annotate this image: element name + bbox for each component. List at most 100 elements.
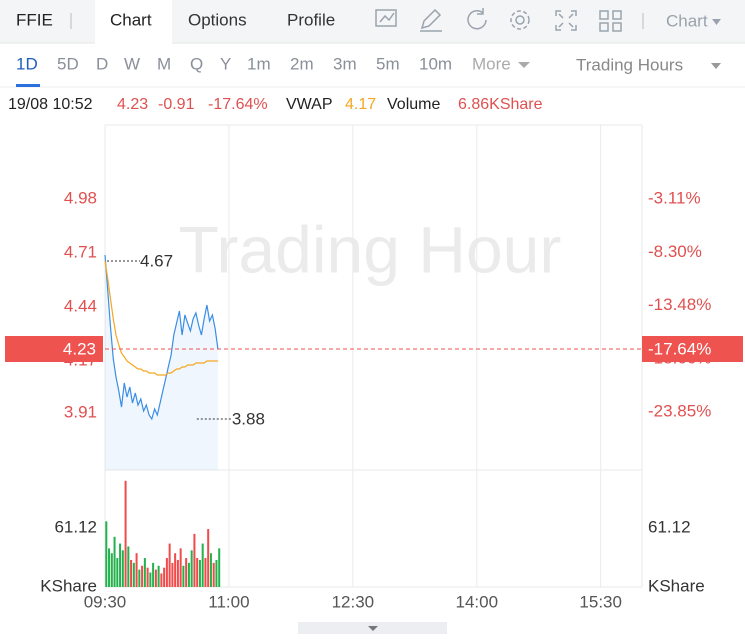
period[interactable]: M (157, 54, 171, 73)
price-line (104, 254, 219, 421)
period[interactable]: Y (220, 54, 231, 73)
volume-tick-label: KShare (40, 576, 97, 595)
current-pct-label: -17.64% (648, 339, 711, 358)
tab[interactable]: Chart (110, 10, 152, 29)
period[interactable]: W (124, 54, 140, 73)
quote-change-pct: -17.64% (208, 96, 268, 113)
quote-row: 19/08 10:52 4.23 -0.91 -17.64% VWAP 4.17 Volum… (8, 96, 543, 113)
volume-bar (141, 565, 144, 587)
volume-tick-label: KShare (648, 576, 705, 595)
icon-refresh[interactable] (467, 8, 487, 30)
y-tick-label: 4.71 (64, 242, 97, 261)
volume-bar (209, 553, 212, 587)
volume-bar (135, 553, 138, 587)
volume-bar (212, 562, 215, 587)
period-underline (16, 84, 40, 87)
icon-indicator[interactable] (375, 9, 397, 27)
period[interactable]: 5D (57, 54, 79, 73)
y-tick-label: 4.98 (64, 188, 97, 207)
period[interactable]: 3m (333, 54, 357, 73)
more-button[interactable]: More (472, 54, 511, 73)
current-price-label: 4.23 (63, 339, 96, 358)
volume-tick-label: 61.12 (54, 517, 97, 536)
period[interactable]: 2m (290, 54, 314, 73)
volume-tick-label: 61.12 (648, 517, 691, 536)
icon-settings[interactable] (515, 15, 525, 25)
volume-bar (168, 543, 171, 587)
tab[interactable]: Profile (287, 10, 335, 29)
volume-bar (171, 562, 174, 587)
volume-bar (182, 565, 185, 587)
icon-fullscreen[interactable] (555, 10, 577, 31)
quote-vwap: 4.17 (345, 96, 376, 113)
y-tick-label: 3.91 (64, 402, 97, 421)
x-tick-label: 12:30 (332, 592, 375, 611)
x-tick-label: 14:00 (455, 592, 498, 611)
toolbar-icons (375, 8, 622, 32)
volume-bar (105, 521, 108, 587)
volume-bar (108, 548, 111, 587)
y2-tick-label: -13.48% (648, 295, 711, 314)
quote-volume-label: Volume (387, 96, 440, 113)
annotation-label: 3.88 (232, 409, 265, 428)
volume-bar (146, 567, 149, 587)
icon-draw[interactable] (420, 8, 442, 32)
volume-bar (193, 533, 196, 587)
period[interactable]: 1m (247, 54, 271, 73)
volume-bar (138, 569, 141, 587)
volume-bar (176, 559, 179, 587)
period[interactable]: 10m (419, 54, 452, 73)
volume-bar (185, 558, 188, 587)
period[interactable]: 1D (16, 54, 38, 73)
annotation-label: 4.67 (140, 251, 173, 270)
volume-bar (204, 558, 207, 587)
y2-tick-label: -8.30% (648, 242, 702, 261)
volume-bar (207, 529, 210, 587)
volume-bar (198, 559, 201, 587)
chart-menu-caret (712, 19, 721, 25)
quote-volume: 6.86KShare (458, 96, 543, 113)
period[interactable]: Q (190, 54, 203, 73)
volume-bar (179, 548, 182, 587)
period[interactable]: 5m (376, 54, 400, 73)
x-tick-label: 11:00 (208, 592, 249, 611)
volume-bar (196, 558, 199, 587)
volume-bar (157, 565, 160, 587)
volume-bar (124, 480, 127, 587)
volume-bar (132, 562, 135, 587)
volume-bar (119, 543, 122, 587)
quote-change: -0.91 (158, 96, 195, 113)
volume-bar (165, 558, 168, 587)
volume-bar (154, 569, 157, 587)
scroll-caret (368, 626, 378, 631)
icon-layout[interactable] (599, 10, 609, 20)
volume-bar (121, 550, 124, 587)
tab[interactable]: Options (188, 10, 247, 29)
volume-bar (201, 543, 204, 587)
volume-bar (215, 559, 218, 587)
symbol: FFIE (16, 10, 53, 29)
volume-bar (218, 548, 221, 587)
volume-bar (149, 572, 152, 587)
volume-bar (130, 559, 133, 587)
trading-hours-button[interactable]: Trading Hours (576, 55, 683, 74)
volume-bar (163, 567, 166, 587)
more-caret (518, 62, 530, 68)
volume-bar (160, 573, 163, 587)
chart-menu[interactable]: Chart (666, 11, 708, 30)
quote-time: 19/08 10:52 (8, 96, 93, 113)
volume-bar (110, 553, 113, 587)
trading-hours-caret (711, 63, 721, 69)
volume-bar (143, 558, 146, 587)
y2-tick-label: -23.85% (648, 402, 711, 421)
volume-bar (174, 553, 177, 587)
price-area (105, 255, 218, 470)
quote-price: 4.23 (117, 96, 148, 113)
volume-bar (116, 558, 119, 587)
watermark: Trading Hour (179, 212, 562, 286)
active-tab-bg (95, 0, 172, 44)
y-tick-label: 4.44 (64, 296, 97, 315)
period[interactable]: D (96, 54, 108, 73)
